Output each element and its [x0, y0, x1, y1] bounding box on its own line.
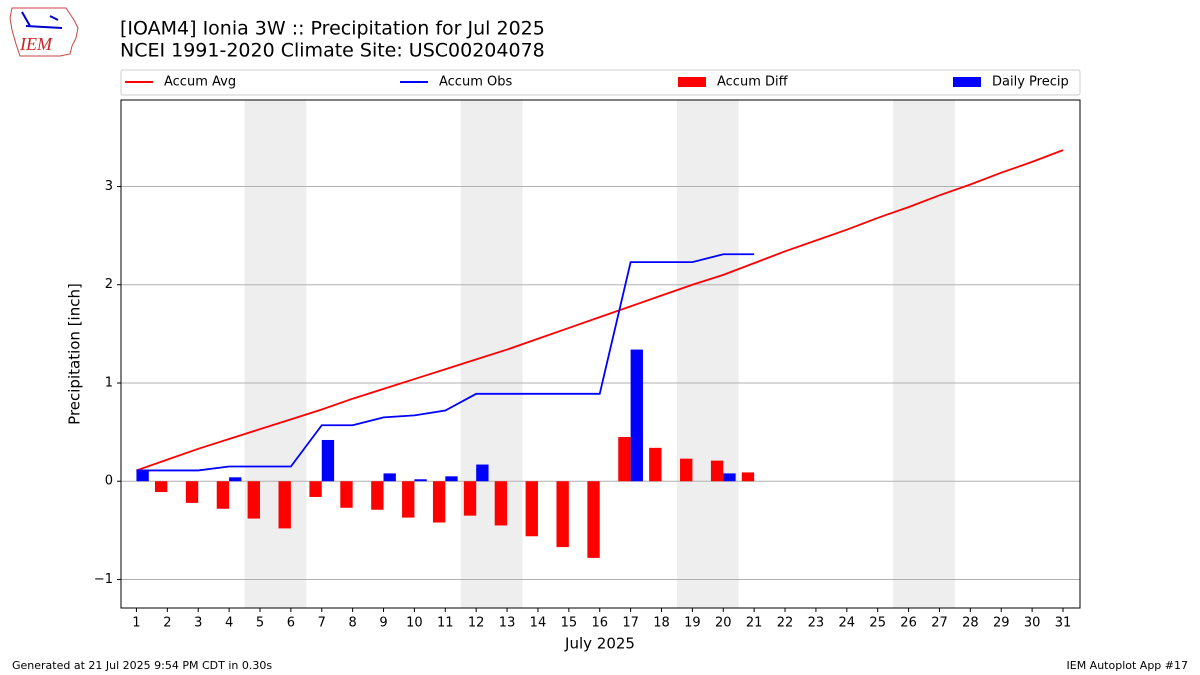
- bar: [463, 481, 477, 516]
- x-tick-label: 9: [379, 616, 387, 631]
- bar: [525, 481, 538, 537]
- bar: [445, 476, 458, 482]
- y-tick-label: 2: [105, 277, 113, 292]
- x-tick-label: 8: [349, 616, 357, 631]
- x-tick-label: 17: [622, 616, 639, 631]
- y-tick-label: 3: [105, 179, 113, 194]
- x-tick-label: 28: [962, 616, 979, 631]
- x-tick-label: 19: [684, 616, 701, 631]
- x-tick-label: 3: [194, 616, 202, 631]
- y-tick-label: 1: [105, 375, 113, 390]
- legend-label: Accum Obs: [439, 75, 512, 90]
- x-tick-label: 6: [287, 616, 295, 631]
- bar: [556, 481, 569, 548]
- x-tick-label: 5: [256, 616, 264, 631]
- bar: [680, 458, 693, 482]
- bar: [649, 447, 662, 482]
- x-tick-label: 20: [715, 616, 732, 631]
- footer-left: Generated at 21 Jul 2025 9:54 PM CDT in …: [12, 659, 272, 672]
- weekend-shade: [244, 100, 307, 608]
- bar: [383, 473, 396, 482]
- x-tick-label: 24: [839, 616, 856, 631]
- bar: [185, 481, 199, 503]
- bar: [741, 472, 755, 482]
- bar: [710, 460, 724, 482]
- x-tick-label: 14: [530, 616, 547, 631]
- line: [136, 253, 755, 472]
- chart-subtitle: NCEI 1991-2020 Climate Site: USC00204078: [120, 40, 545, 62]
- x-tick-label: 25: [869, 616, 886, 631]
- logo-icon: [21, 11, 63, 29]
- y-tick-label: −1: [94, 572, 113, 587]
- x-tick-label: 27: [931, 616, 948, 631]
- legend-swatch: [678, 77, 706, 87]
- legend-swatch: [953, 77, 981, 87]
- x-tick-label: 26: [900, 616, 917, 631]
- x-tick-label: 12: [468, 616, 485, 631]
- bar: [278, 481, 291, 529]
- x-tick-label: 1: [132, 616, 140, 631]
- bar: [723, 473, 736, 482]
- legend-label: Accum Avg: [164, 75, 236, 90]
- x-tick-label: 23: [808, 616, 825, 631]
- y-axis-label: Precipitation [inch]: [66, 283, 84, 425]
- bar: [587, 481, 600, 558]
- line: [136, 149, 1064, 472]
- bar: [229, 477, 242, 482]
- bar: [340, 481, 353, 508]
- weekend-shade: [676, 100, 739, 608]
- logo-text: IEM: [19, 34, 53, 54]
- chart-title: [IOAM4] Ionia 3W :: Precipitation for Ju…: [120, 18, 545, 40]
- bar: [309, 481, 322, 497]
- bar: [402, 481, 415, 518]
- x-tick-label: 4: [225, 616, 233, 631]
- bar: [247, 481, 260, 519]
- x-tick-label: 13: [499, 616, 516, 631]
- x-tick-label: 10: [406, 616, 423, 631]
- x-tick-label: 18: [653, 616, 670, 631]
- x-tick-label: 11: [437, 616, 454, 631]
- bar: [494, 481, 508, 526]
- weekend-shade: [893, 100, 955, 608]
- legend-box: [120, 69, 1081, 96]
- bar: [321, 439, 335, 482]
- x-tick-label: 15: [561, 616, 578, 631]
- x-tick-label: 30: [1024, 616, 1041, 631]
- x-tick-label: 31: [1055, 616, 1072, 631]
- plot-frame: [120, 99, 1081, 609]
- bar: [136, 470, 149, 482]
- bar: [216, 481, 230, 509]
- x-tick-label: 7: [318, 616, 326, 631]
- bar: [630, 349, 643, 482]
- x-tick-label: 2: [163, 616, 171, 631]
- x-tick-label: 22: [777, 616, 794, 631]
- bar: [371, 481, 384, 510]
- logo: IEM: [9, 7, 79, 57]
- footer-right: IEM Autoplot App #17: [1067, 659, 1189, 672]
- bar: [618, 437, 631, 482]
- bar: [414, 479, 427, 482]
- x-axis-label: July 2025: [564, 635, 635, 653]
- legend-label: Accum Diff: [717, 75, 789, 90]
- y-tick-label: 0: [105, 474, 113, 489]
- bar: [432, 481, 446, 523]
- legend-label: Daily Precip: [992, 75, 1069, 90]
- bar: [476, 464, 489, 482]
- bar: [154, 481, 168, 493]
- x-tick-label: 29: [993, 616, 1010, 631]
- x-tick-label: 21: [746, 616, 763, 631]
- x-tick-label: 16: [591, 616, 608, 631]
